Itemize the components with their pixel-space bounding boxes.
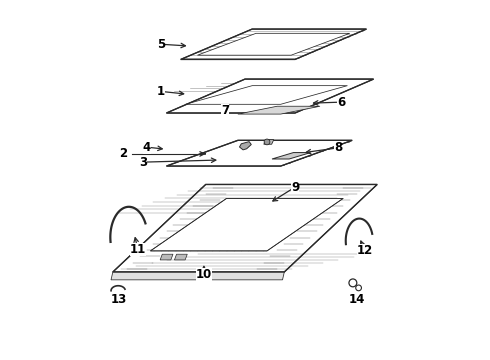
Text: 12: 12 [357,244,373,257]
Polygon shape [167,79,373,113]
Text: 10: 10 [196,268,212,281]
Polygon shape [150,198,343,251]
Text: 3: 3 [139,156,147,168]
Polygon shape [174,254,187,260]
Polygon shape [264,140,274,144]
Polygon shape [185,86,347,104]
Text: 4: 4 [143,141,151,154]
Text: 5: 5 [157,38,165,51]
Text: 2: 2 [120,148,127,161]
Polygon shape [111,272,284,280]
Polygon shape [167,140,352,166]
Text: 6: 6 [337,96,345,109]
Text: 8: 8 [334,141,342,154]
Text: 9: 9 [291,181,299,194]
Polygon shape [113,184,377,272]
Text: 1: 1 [157,85,165,98]
Text: 7: 7 [221,104,229,117]
Text: 14: 14 [348,293,365,306]
Circle shape [264,139,270,145]
Polygon shape [197,33,350,55]
Polygon shape [240,141,251,150]
Polygon shape [181,29,367,59]
Polygon shape [272,153,311,159]
Polygon shape [160,254,173,260]
Text: 11: 11 [130,243,146,256]
Polygon shape [238,106,320,114]
Text: 13: 13 [111,293,127,306]
